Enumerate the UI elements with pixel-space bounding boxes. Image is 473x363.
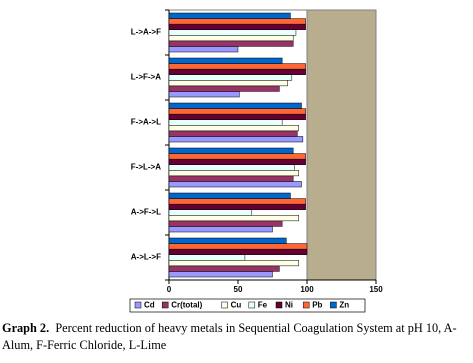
bar bbox=[168, 119, 283, 126]
chart: 0 50 100 150 L->A->F L->F->A F->A->L F->L->A A->… bbox=[129, 9, 383, 313]
legend-swatch bbox=[248, 301, 256, 309]
bar bbox=[168, 136, 304, 143]
legend-label: Cd bbox=[144, 301, 155, 310]
bar bbox=[168, 203, 306, 210]
plot-shade bbox=[306, 9, 377, 281]
bar bbox=[168, 198, 306, 205]
bar bbox=[168, 265, 280, 272]
y-tick-label: F->L->A bbox=[131, 163, 161, 172]
bar bbox=[168, 248, 308, 255]
bar bbox=[168, 158, 306, 165]
bar bbox=[168, 170, 299, 177]
legend-swatch bbox=[134, 301, 142, 309]
bar bbox=[168, 153, 306, 160]
bar bbox=[168, 220, 283, 227]
bar bbox=[168, 192, 291, 199]
bar bbox=[168, 237, 287, 244]
legend-label: Pb bbox=[312, 301, 322, 310]
bar bbox=[168, 209, 253, 216]
bar bbox=[168, 23, 306, 30]
bar bbox=[168, 80, 288, 87]
legend-swatch bbox=[302, 301, 310, 309]
bar bbox=[168, 164, 295, 171]
bar bbox=[168, 63, 306, 70]
legend-label: Fe bbox=[258, 301, 268, 310]
legend-label: Ni bbox=[285, 301, 293, 310]
bar bbox=[168, 215, 299, 222]
bar bbox=[168, 29, 297, 36]
bar bbox=[168, 74, 293, 81]
bar bbox=[168, 91, 240, 98]
y-tick-label: F->A->L bbox=[131, 118, 161, 127]
legend-swatch bbox=[330, 301, 337, 309]
bar bbox=[168, 260, 299, 267]
bar bbox=[168, 254, 246, 261]
y-tick-label: L->F->A bbox=[131, 73, 161, 82]
bar bbox=[168, 40, 294, 47]
bar bbox=[168, 102, 302, 109]
legend-swatch bbox=[275, 301, 283, 309]
y-tick-label: L->A->F bbox=[131, 28, 161, 37]
bar bbox=[168, 181, 302, 188]
bar bbox=[168, 35, 294, 42]
bar bbox=[168, 130, 298, 137]
bar bbox=[168, 147, 294, 154]
caption-label: Graph 2. bbox=[2, 321, 50, 335]
bar bbox=[168, 125, 299, 132]
bar bbox=[168, 226, 273, 233]
legend-swatch bbox=[221, 301, 228, 309]
legend-label: Zn bbox=[339, 301, 349, 310]
legend-label: Cr(total) bbox=[171, 301, 202, 310]
bar bbox=[168, 113, 306, 120]
x-tick-label: 50 bbox=[234, 285, 243, 294]
legend-label: Cu bbox=[231, 301, 242, 310]
y-tick-label: A->L->F bbox=[131, 253, 161, 262]
caption-block: Graph 2. Percent reduction of heavy meta… bbox=[2, 320, 472, 354]
bar bbox=[168, 46, 239, 53]
x-tick-label: 0 bbox=[167, 285, 172, 294]
bar bbox=[168, 271, 273, 278]
bar bbox=[168, 108, 306, 115]
bar bbox=[168, 18, 306, 25]
bar bbox=[168, 175, 294, 182]
bar bbox=[168, 57, 283, 64]
legend-swatch bbox=[161, 301, 169, 309]
bar bbox=[168, 12, 291, 19]
caption: Percent reduction of heavy metals in Seq… bbox=[2, 321, 457, 352]
x-tick-label: 150 bbox=[369, 285, 383, 294]
y-tick-label: A->F->L bbox=[131, 208, 161, 217]
bar bbox=[168, 243, 308, 250]
bar bbox=[168, 85, 280, 92]
bar bbox=[168, 68, 306, 75]
x-tick-label: 100 bbox=[300, 285, 314, 294]
